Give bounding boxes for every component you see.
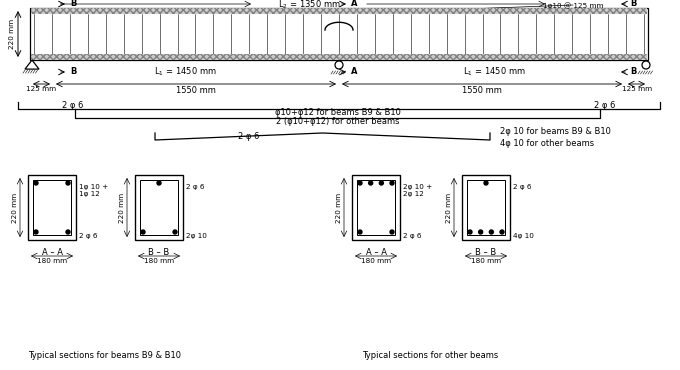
Circle shape xyxy=(66,230,70,234)
Text: B: B xyxy=(630,67,636,77)
Text: 2φ 10 +
2φ 12: 2φ 10 + 2φ 12 xyxy=(403,184,432,197)
Bar xyxy=(31,8,647,14)
Text: A – A: A – A xyxy=(41,248,63,257)
Circle shape xyxy=(34,181,38,185)
Text: 1550 mm: 1550 mm xyxy=(462,86,502,95)
Circle shape xyxy=(173,230,177,234)
Circle shape xyxy=(358,230,362,234)
Circle shape xyxy=(390,230,394,234)
Text: 2 φ 6: 2 φ 6 xyxy=(403,233,422,239)
Text: 180 mm: 180 mm xyxy=(471,258,501,264)
Text: A – A: A – A xyxy=(366,248,386,257)
Text: L$_1$ = 1450 mm: L$_1$ = 1450 mm xyxy=(154,66,216,78)
Text: 180 mm: 180 mm xyxy=(144,258,174,264)
Text: 1550 mm: 1550 mm xyxy=(176,86,216,95)
Text: 220 mm: 220 mm xyxy=(336,192,342,223)
Text: 220 mm: 220 mm xyxy=(119,192,125,223)
Text: 4φ 10 for other beams: 4φ 10 for other beams xyxy=(500,138,594,148)
Text: Typical sections for beams B9 & B10: Typical sections for beams B9 & B10 xyxy=(29,352,182,360)
Bar xyxy=(352,175,400,240)
Bar xyxy=(28,175,76,240)
Text: 1φ10 @ 125 mm: 1φ10 @ 125 mm xyxy=(543,3,603,9)
Text: L$_2$ = 1350 mm: L$_2$ = 1350 mm xyxy=(277,0,340,11)
Text: 4φ 10: 4φ 10 xyxy=(513,233,534,239)
Circle shape xyxy=(358,181,362,185)
Circle shape xyxy=(34,230,38,234)
Text: 2 φ 6: 2 φ 6 xyxy=(238,132,260,141)
Bar xyxy=(30,8,648,60)
Bar xyxy=(462,175,510,240)
Circle shape xyxy=(390,181,394,185)
Bar xyxy=(33,180,71,235)
Text: 125 mm: 125 mm xyxy=(26,86,56,92)
Text: 2 φ 6: 2 φ 6 xyxy=(513,184,532,190)
Text: B – B: B – B xyxy=(148,248,169,257)
Text: 180 mm: 180 mm xyxy=(37,258,67,264)
Text: 2φ 10: 2φ 10 xyxy=(186,233,207,239)
Text: A: A xyxy=(351,0,358,9)
Text: 125 mm: 125 mm xyxy=(622,86,652,92)
Text: L$_1$ = 1450 mm: L$_1$ = 1450 mm xyxy=(462,66,526,78)
Circle shape xyxy=(500,230,504,234)
Circle shape xyxy=(66,181,70,185)
Circle shape xyxy=(484,181,488,185)
Text: 2 φ 6: 2 φ 6 xyxy=(186,184,205,190)
Text: 2 φ 6: 2 φ 6 xyxy=(79,233,97,239)
Circle shape xyxy=(490,230,493,234)
Text: 2 φ 6: 2 φ 6 xyxy=(594,101,615,110)
Text: 220 mm: 220 mm xyxy=(9,19,15,49)
Circle shape xyxy=(157,181,161,185)
Bar xyxy=(135,175,183,240)
Circle shape xyxy=(468,230,472,234)
Text: 180 mm: 180 mm xyxy=(361,258,391,264)
Text: B: B xyxy=(630,0,636,9)
Text: A: A xyxy=(351,67,358,77)
Text: Typical sections for other beams: Typical sections for other beams xyxy=(362,352,498,360)
Text: B: B xyxy=(70,67,76,77)
Text: 2 (φ10+φ12) for other beams: 2 (φ10+φ12) for other beams xyxy=(276,118,399,127)
Circle shape xyxy=(369,181,373,185)
Text: 220 mm: 220 mm xyxy=(446,192,452,223)
Text: 2φ 10 for beams B9 & B10: 2φ 10 for beams B9 & B10 xyxy=(500,128,611,137)
Circle shape xyxy=(379,181,384,185)
Text: 1φ 10 +
1φ 12: 1φ 10 + 1φ 12 xyxy=(79,184,108,197)
Bar xyxy=(357,180,395,235)
Bar xyxy=(31,54,647,60)
Circle shape xyxy=(479,230,483,234)
Text: φ10+φ12 for beams B9 & B10: φ10+φ12 for beams B9 & B10 xyxy=(275,108,401,117)
Bar xyxy=(467,180,505,235)
Text: B: B xyxy=(70,0,76,9)
Text: 220 mm: 220 mm xyxy=(12,192,18,223)
Bar xyxy=(140,180,178,235)
Text: B – B: B – B xyxy=(475,248,496,257)
Circle shape xyxy=(141,230,145,234)
Text: 2 φ 6: 2 φ 6 xyxy=(63,101,84,110)
